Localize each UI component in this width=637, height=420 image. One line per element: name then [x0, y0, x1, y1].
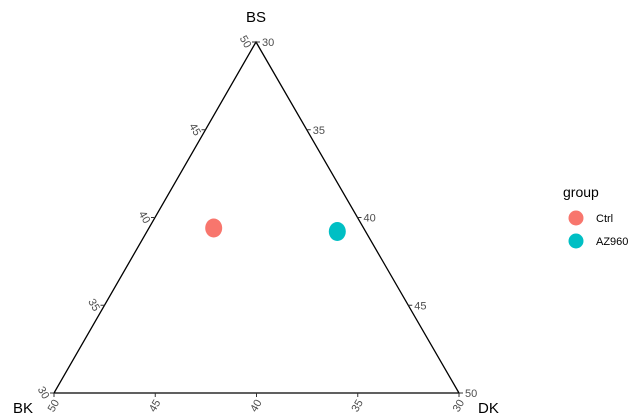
tick-label-bk-40: 40	[248, 398, 265, 415]
tick-label-dk-30: 30	[262, 37, 274, 49]
legend: group Ctrl AZ960	[563, 184, 628, 249]
tick-label-bs-30: 30	[35, 385, 52, 402]
tick-label-bk-35: 35	[349, 398, 366, 415]
tick-label-bs-35: 35	[85, 297, 102, 314]
tick-label-bk-50: 50	[46, 398, 63, 415]
legend-title: group	[563, 184, 599, 200]
left-axis-label: BK	[13, 400, 33, 417]
tick-label-dk-50: 50	[465, 388, 477, 400]
plot-frame	[52, 40, 461, 394]
tick-label-dk-45: 45	[414, 300, 426, 312]
tick-label-bk-30: 30	[451, 398, 468, 415]
tick-label-bs-45: 45	[186, 121, 203, 138]
legend-key-ctrl	[568, 210, 584, 226]
legend-label-ctrl: Ctrl	[596, 213, 613, 225]
tick-label-bs-40: 40	[136, 209, 153, 226]
tick-label-bs-50: 50	[237, 34, 254, 51]
tick-label-dk-35: 35	[313, 125, 325, 137]
data-point-ctrl-0	[205, 218, 223, 238]
tick-label-dk-40: 40	[364, 213, 376, 225]
legend-label-az960: AZ960	[596, 236, 628, 248]
tick-label-bk-45: 45	[147, 398, 164, 415]
data-points	[205, 218, 346, 241]
top-axis-label: BS	[246, 9, 266, 26]
triangle-outline	[52, 40, 461, 394]
right-axis-label: DK	[478, 400, 499, 417]
data-point-az960-0	[328, 222, 346, 241]
legend-key-az960	[568, 233, 584, 249]
